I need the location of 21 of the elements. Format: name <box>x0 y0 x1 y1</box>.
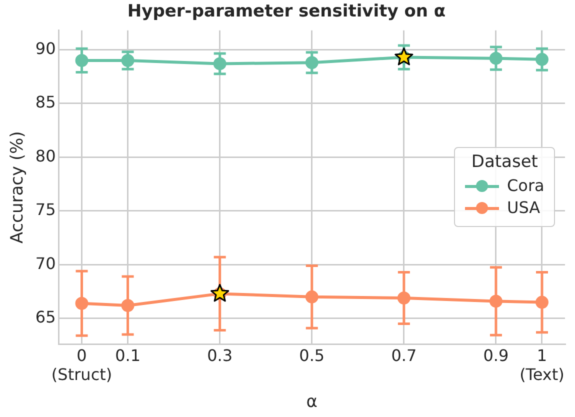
x-axis-title: α <box>306 392 318 412</box>
y-tick-label: 65 <box>35 308 56 327</box>
x-tick-label: 0.1 <box>115 346 141 365</box>
y-tick-label: 75 <box>35 200 56 220</box>
point <box>210 284 230 302</box>
x-tick-label: 0.5 <box>299 346 325 365</box>
y-tick-label: 90 <box>35 38 56 58</box>
y-tick-label: 85 <box>35 92 56 112</box>
y-axis-title: Accuracy (%) <box>8 131 28 244</box>
x-tick-label: 0.9 <box>483 346 509 365</box>
y-tick-label: 80 <box>35 146 56 166</box>
x-tick-label: 0.3 <box>207 346 233 365</box>
point <box>394 48 414 66</box>
y-tick-label: 70 <box>35 254 56 273</box>
legend-title: Dataset <box>470 152 539 172</box>
legend-label: USA <box>507 198 540 218</box>
chart-title: Hyper-parameter sensitivity on α <box>127 2 446 22</box>
legend-label: Cora <box>507 176 544 196</box>
x-tick-label: 1 (Text) <box>520 346 564 384</box>
x-tick-label: 0.7 <box>391 346 417 365</box>
x-tick-label: 0 (Struct) <box>51 346 112 384</box>
